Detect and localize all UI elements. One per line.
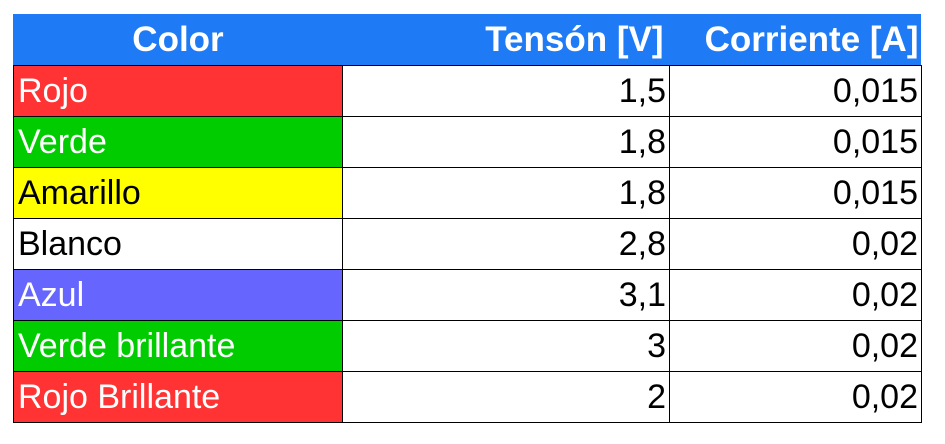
cell-current[interactable]: 0,02 [669,269,922,321]
table-row: Blanco 2,8 0,02 [13,218,922,270]
cell-current[interactable]: 0,02 [669,320,922,372]
header-current: Corriente [A] [704,20,919,59]
table-row: Rojo 1,5 0,015 [13,65,922,117]
cell-color[interactable]: Azul [13,269,343,321]
table-row: Verde 1,8 0,015 [13,116,922,168]
header-row: Color Tensón [V] Corriente [A] [14,14,922,66]
cell-color[interactable]: Amarillo [13,167,343,219]
table-row: Azul 3,1 0,02 [13,269,922,321]
cell-current[interactable]: 0,02 [669,371,922,423]
cell-voltage[interactable]: 1,8 [342,116,670,168]
table-row: Amarillo 1,8 0,015 [13,167,922,219]
cell-voltage[interactable]: 1,8 [342,167,670,219]
cell-voltage[interactable]: 1,5 [342,65,670,117]
cell-color[interactable]: Verde brillante [13,320,343,372]
cell-voltage[interactable]: 2 [342,371,670,423]
header-color: Color [132,20,224,59]
cell-voltage[interactable]: 3,1 [342,269,670,321]
cell-color[interactable]: Blanco [13,218,343,270]
cell-voltage[interactable]: 3 [342,320,670,372]
header-band [13,14,921,65]
cell-color[interactable]: Rojo [13,65,343,117]
header-voltage: Tensón [V] [485,20,664,59]
led-table: Color Tensón [V] Corriente [A] Rojo 1,5 … [13,14,922,423]
cell-current[interactable]: 0,015 [669,65,922,117]
cell-color[interactable]: Verde [13,116,343,168]
table-row: Rojo Brillante 2 0,02 [13,371,922,423]
cell-current[interactable]: 0,015 [669,167,922,219]
table-row: Verde brillante 3 0,02 [13,320,922,372]
spreadsheet-table: Color Tensón [V] Corriente [A] Rojo 1,5 … [13,14,922,423]
cell-color[interactable]: Rojo Brillante [13,371,343,423]
cell-voltage[interactable]: 2,8 [342,218,670,270]
cell-current[interactable]: 0,02 [669,218,922,270]
cell-current[interactable]: 0,015 [669,116,922,168]
